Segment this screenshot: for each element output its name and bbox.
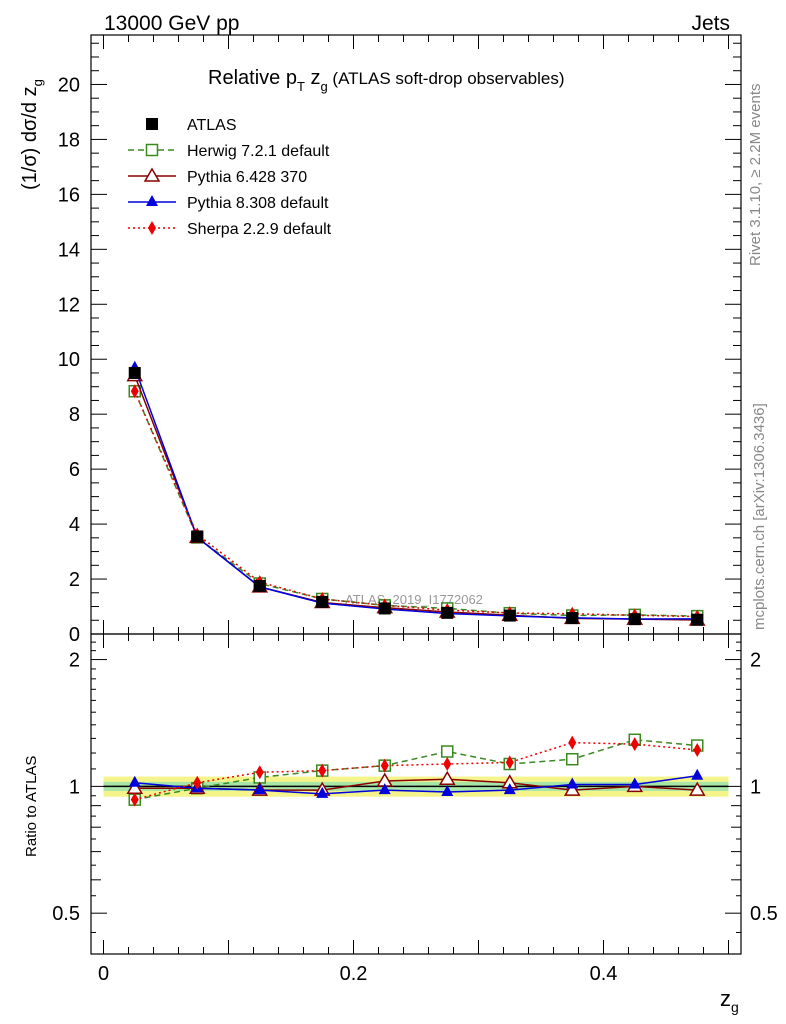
ratio-point	[318, 763, 327, 778]
ratio-plot-frame	[90, 633, 742, 955]
ratio-line-2	[134, 774, 698, 795]
header-jets-label: Jets	[691, 12, 730, 35]
ratio-point	[193, 775, 202, 790]
data-point	[316, 595, 329, 608]
ratio-line-3	[134, 741, 698, 801]
x-tick-label: 0	[98, 963, 109, 985]
data-point	[566, 612, 579, 625]
y-tick-label: 12	[58, 294, 80, 316]
ratio-point	[566, 752, 579, 766]
legend-label: Pythia 6.428 370	[187, 169, 307, 186]
ratio-y-tick-label-right: 2	[750, 650, 761, 672]
legend-marker	[143, 167, 161, 182]
ratio-line-0	[134, 739, 698, 801]
header-energy-label: 13000 GeV pp	[104, 12, 239, 35]
analysis-watermark: ATLAS_2019_I1772062	[345, 592, 483, 607]
y-tick-label: 2	[69, 569, 80, 591]
legend-label: Pythia 8.308 default	[187, 195, 329, 212]
ratio-y-axis-title: Ratio to ATLAS	[23, 756, 40, 857]
ratio-point	[688, 781, 706, 796]
ratio-point	[505, 755, 514, 770]
legend: ATLAS Herwig 7.2.1 default Pythia 6.428 37…	[128, 117, 332, 238]
ratio-point	[438, 770, 456, 785]
x-tick-label: 0.2	[340, 963, 368, 985]
ratio-point	[441, 784, 454, 796]
legend-marker	[146, 195, 158, 206]
data-point	[128, 366, 141, 379]
ratio-point	[566, 777, 579, 789]
y-tick-label: 0	[69, 624, 80, 646]
ratio-point	[253, 783, 266, 795]
y-tick-label: 20	[58, 74, 80, 96]
y-tick-label: 4	[69, 514, 80, 536]
x-axis-title: zg	[720, 986, 739, 1015]
legend-label-data: ATLAS	[187, 117, 237, 134]
ratio-point	[441, 745, 454, 758]
ratio-series	[126, 733, 706, 807]
data-point	[628, 613, 641, 626]
data-point	[691, 613, 704, 626]
ratio-y-tick-label-right: 1	[750, 776, 761, 798]
data-point	[378, 602, 391, 615]
y-tick-label: 10	[58, 349, 80, 371]
ratio-point	[443, 757, 452, 772]
data-point	[253, 579, 266, 592]
ratio-y-tick-label: 2	[69, 650, 80, 672]
y-tick-label: 14	[58, 239, 80, 261]
data-point	[441, 606, 454, 619]
mcplots-url-label: mcplots.cern.ch [arXiv:1306.3436]	[751, 403, 768, 630]
ratio-point	[503, 783, 516, 795]
rivet-version-label: Rivet 3.1.10, ≥ 2.2M events	[747, 84, 764, 267]
ratio-point	[691, 768, 704, 780]
chart-title: Relative pT zg (ATLAS soft-drop observab…	[208, 67, 565, 94]
legend-marker-data	[146, 118, 158, 130]
ratio-point	[628, 777, 641, 789]
ratio-point	[563, 781, 581, 796]
legend-label: Herwig 7.2.1 default	[187, 143, 330, 160]
y-tick-label: 18	[58, 129, 80, 151]
main-line-1	[134, 375, 698, 621]
ratio-point	[316, 786, 329, 798]
y-tick-label: 6	[69, 459, 80, 481]
ratio-point	[568, 735, 577, 750]
ratio-point	[693, 742, 702, 757]
main-point	[130, 384, 139, 399]
main-series	[126, 360, 706, 626]
ratio-y-tick-label-right: 0.5	[750, 903, 778, 925]
main-line-0	[134, 390, 698, 617]
data-point	[503, 609, 516, 622]
y-tick-label: 16	[58, 184, 80, 206]
ratio-point	[630, 737, 639, 752]
ratio-point	[378, 783, 391, 795]
ratio-point	[128, 775, 141, 787]
ratio-point	[255, 765, 264, 780]
ratio-point	[380, 758, 389, 773]
main-line-2	[134, 367, 698, 620]
data-point	[191, 530, 204, 543]
legend-marker	[148, 221, 156, 235]
y-axis-title: (1/σ) dσ/d zg	[19, 79, 45, 190]
legend-label: Sherpa 2.2.9 default	[187, 221, 332, 238]
legend-marker	[145, 143, 159, 157]
ratio-point	[130, 792, 139, 807]
ratio-y-tick-label: 1	[69, 776, 80, 798]
y-tick-label: 8	[69, 404, 80, 426]
ratio-y-tick-label: 0.5	[52, 903, 80, 925]
main-line-3	[134, 390, 698, 618]
x-tick-label: 0.4	[590, 963, 618, 985]
